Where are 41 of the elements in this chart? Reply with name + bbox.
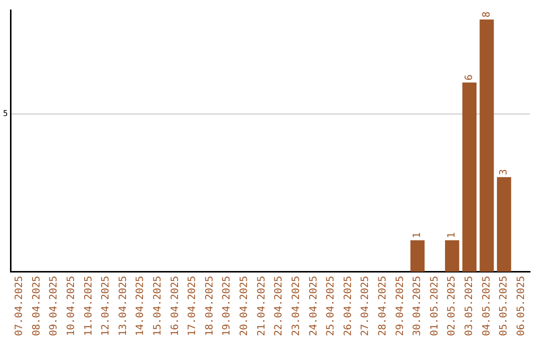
x-tick-label: 14.04.2025 <box>135 276 146 336</box>
data-label: 1 <box>412 232 424 238</box>
x-tick-label: 22.04.2025 <box>274 276 285 336</box>
data-label: 3 <box>498 169 510 176</box>
data-label: 8 <box>481 11 492 18</box>
x-tick-label: 24.04.2025 <box>308 276 320 336</box>
x-tick-label: 27.04.2025 <box>360 276 372 336</box>
bar <box>445 240 460 272</box>
x-tick-label: 04.05.2025 <box>481 276 492 336</box>
y-tick-label: 5 <box>2 109 8 118</box>
x-tick-label: 12.04.2025 <box>100 276 112 336</box>
x-tick-label: 26.04.2025 <box>342 276 354 336</box>
x-tick-label: 09.04.2025 <box>48 276 60 336</box>
x-tick-label: 10.04.2025 <box>66 276 77 336</box>
x-tick-label: 29.04.2025 <box>394 276 406 336</box>
x-tick-label: 15.04.2025 <box>152 276 164 336</box>
x-tick-label: 25.04.2025 <box>326 276 337 336</box>
bar <box>496 177 512 272</box>
data-label: 1 <box>446 232 458 238</box>
bar <box>480 19 494 272</box>
x-tick-label: 03.05.2025 <box>464 276 476 336</box>
x-tick-label: 07.04.2025 <box>14 276 26 336</box>
x-tick-label: 18.04.2025 <box>204 276 216 336</box>
x-tick-label: 17.04.2025 <box>187 276 198 336</box>
x-tick-label: 21.04.2025 <box>256 276 268 336</box>
x-tick-label: 05.05.2025 <box>498 276 510 336</box>
data-label: 6 <box>464 74 476 81</box>
bar <box>462 82 477 272</box>
x-tick-label: 16.04.2025 <box>170 276 181 336</box>
x-tick-label: 19.04.2025 <box>222 276 233 336</box>
x-tick-label: 02.05.2025 <box>446 276 458 336</box>
x-tick-label: 23.04.2025 <box>290 276 302 336</box>
x-tick-label: 13.04.2025 <box>118 276 129 336</box>
x-tick-label: 20.04.2025 <box>239 276 250 336</box>
x-tick-label: 06.05.2025 <box>516 276 527 336</box>
x-tick-label: 08.04.2025 <box>31 276 42 336</box>
x-tick-label: 30.04.2025 <box>412 276 424 336</box>
bar <box>410 240 425 272</box>
x-tick-label: 28.04.2025 <box>377 276 388 336</box>
x-tick-label: 01.05.2025 <box>429 276 440 336</box>
x-tick-label: 11.04.2025 <box>83 276 94 336</box>
